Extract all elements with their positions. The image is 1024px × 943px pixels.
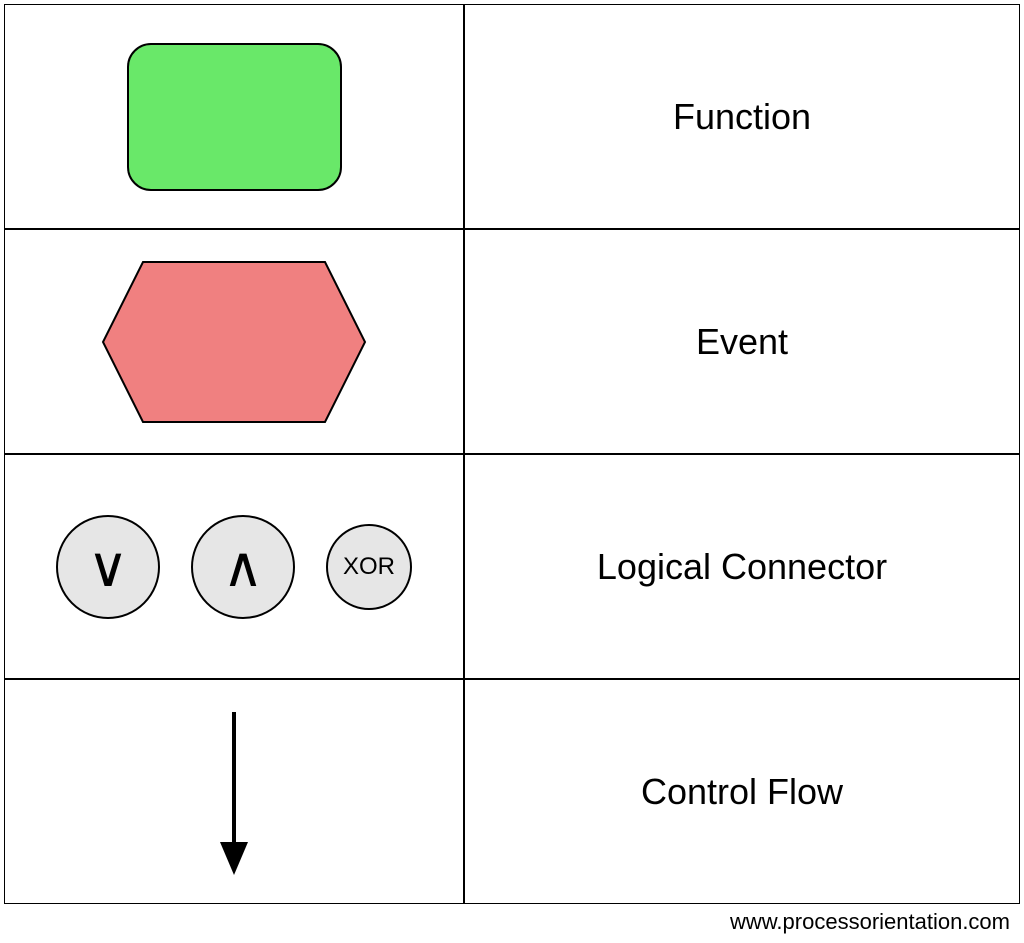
row-control-flow: Control Flow bbox=[4, 679, 1020, 904]
event-hexagon-icon bbox=[101, 260, 367, 424]
connector-label-cell: Logical Connector bbox=[464, 454, 1020, 679]
event-symbol-cell bbox=[4, 229, 464, 454]
and-connector-icon: ∧ bbox=[191, 515, 295, 619]
control-flow-label-cell: Control Flow bbox=[464, 679, 1020, 904]
row-logical-connector: ∨ ∧ XOR Logical Connector bbox=[4, 454, 1020, 679]
xor-connector-icon: XOR bbox=[326, 524, 412, 610]
and-symbol: ∧ bbox=[223, 534, 264, 600]
function-label: Function bbox=[673, 96, 811, 138]
control-flow-label: Control Flow bbox=[641, 771, 843, 813]
connector-symbol-cell: ∨ ∧ XOR bbox=[4, 454, 464, 679]
connector-label: Logical Connector bbox=[597, 546, 887, 588]
control-flow-symbol-cell bbox=[4, 679, 464, 904]
row-function: Function bbox=[4, 4, 1020, 229]
xor-symbol: XOR bbox=[343, 553, 395, 581]
event-label: Event bbox=[696, 321, 788, 363]
function-symbol-cell bbox=[4, 4, 464, 229]
connectors-group: ∨ ∧ XOR bbox=[5, 515, 463, 619]
function-label-cell: Function bbox=[464, 4, 1020, 229]
legend-table: Function Event ∨ ∧ XOR bbox=[4, 4, 1020, 904]
row-event: Event bbox=[4, 229, 1020, 454]
or-symbol: ∨ bbox=[88, 534, 129, 600]
event-label-cell: Event bbox=[464, 229, 1020, 454]
control-flow-arrow-icon bbox=[214, 707, 254, 877]
or-connector-icon: ∨ bbox=[56, 515, 160, 619]
footer-attribution: www.processorientation.com bbox=[730, 909, 1010, 935]
function-rounded-rect-icon bbox=[127, 43, 342, 191]
